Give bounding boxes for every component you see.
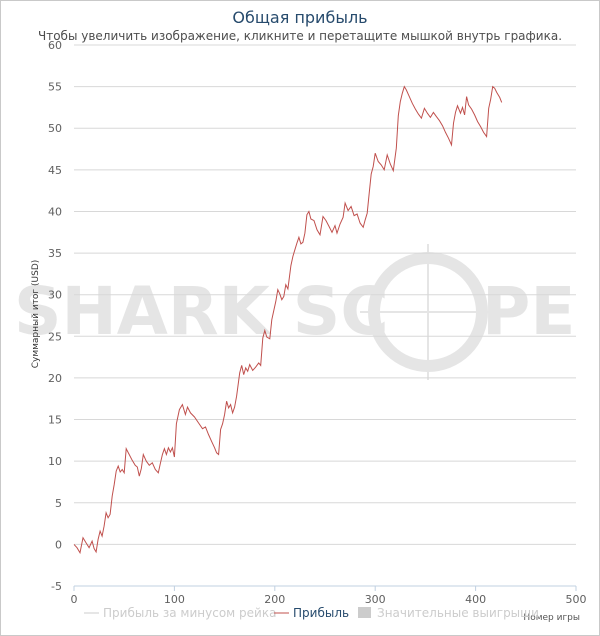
y-tick-label: 30 <box>48 289 62 302</box>
y-tick-label: 0 <box>55 538 62 551</box>
x-tick-label: 300 <box>365 593 386 606</box>
x-tick-label: 200 <box>264 593 285 606</box>
y-tick-label: 10 <box>48 455 62 468</box>
watermark-text-right: PE <box>482 273 575 350</box>
watermark: SHARK SC PE <box>14 244 575 380</box>
y-tick-label: 20 <box>48 372 62 385</box>
series-line-profit <box>73 85 503 555</box>
series-layer <box>73 85 503 555</box>
x-tick-label: 500 <box>566 593 587 606</box>
y-tick-label: 15 <box>48 414 62 427</box>
y-tick-label: -5 <box>51 580 62 593</box>
y-tick-label: 60 <box>48 39 62 52</box>
y-tick-label: 35 <box>48 247 62 260</box>
legend[interactable]: Прибыль за минусом рейка Прибыль Значитель… <box>84 606 539 620</box>
y-axis-label: Суммарный итог (USD) <box>31 260 41 369</box>
legend-item[interactable]: Прибыль за минусом рейка <box>84 606 276 620</box>
chart-subtitle: Чтобы увеличить изображение, кликните и … <box>37 29 563 43</box>
legend-marker-box <box>358 607 371 618</box>
legend-label: Прибыль за минусом рейка <box>103 606 276 620</box>
x-tick-label: 0 <box>71 593 78 606</box>
y-tick-label: 50 <box>48 122 62 135</box>
x-axis-label: Номер игры <box>523 613 580 623</box>
watermark-scope-icon <box>360 244 496 380</box>
y-tick-label: 40 <box>48 205 62 218</box>
watermark-text-left: SHARK SC <box>14 273 389 350</box>
chart-title: Общая прибыль <box>232 8 368 27</box>
y-axis-ticks: -5 0 5 10 15 20 25 30 35 40 45 50 55 60 <box>48 39 62 593</box>
x-axis-ticks: 0 100 200 300 400 500 <box>71 585 587 606</box>
legend-item[interactable]: Прибыль <box>274 606 349 620</box>
y-tick-label: 45 <box>48 164 62 177</box>
y-tick-label: 55 <box>48 81 62 94</box>
legend-label: Значительные выигрыши <box>377 606 539 620</box>
x-tick-label: 400 <box>465 593 486 606</box>
legend-item[interactable]: Значительные выигрыши <box>358 606 539 620</box>
legend-label: Прибыль <box>293 606 349 620</box>
y-tick-label: 5 <box>55 497 62 510</box>
x-tick-label: 100 <box>164 593 185 606</box>
y-tick-label: 25 <box>48 330 62 343</box>
